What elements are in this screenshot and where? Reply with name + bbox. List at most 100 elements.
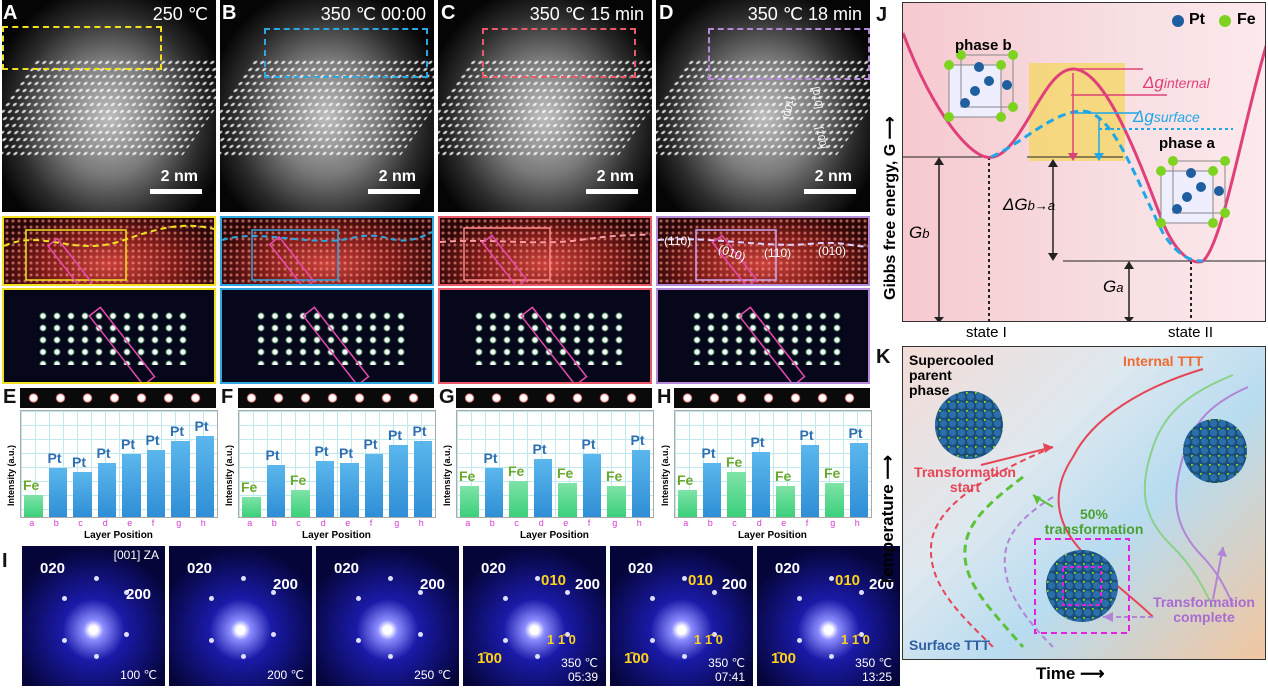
label-1-1bar-0: 1 1̄ 0: [547, 632, 576, 647]
dg-surface-label: Δgsurface: [1133, 107, 1200, 127]
panel-letter-c: C: [441, 2, 456, 24]
sim-map-a: [2, 288, 216, 384]
tick-label: c: [296, 518, 301, 528]
tick-label: h: [854, 518, 860, 528]
profile-bar: [97, 463, 116, 517]
atom-strip: [238, 388, 434, 408]
profile-bar: [413, 440, 432, 517]
peak-label: Fe: [241, 479, 258, 496]
state-2-label: state II: [1168, 324, 1214, 341]
label-010: 010: [541, 572, 567, 589]
diffraction-spot: [565, 590, 570, 595]
label-010: 010: [835, 572, 861, 589]
label-020: 020: [334, 560, 360, 577]
diffraction-spot: [209, 638, 214, 643]
label-1bar-00: 1̄00: [477, 650, 503, 667]
tick-label: a: [29, 518, 35, 528]
diffraction-spot: [388, 576, 393, 581]
tick-label: c: [78, 518, 83, 528]
time-label: 05:39: [567, 670, 598, 684]
tick-label: g: [612, 518, 618, 528]
diffraction-spot: [271, 590, 276, 595]
overlay-lines: [222, 229, 432, 284]
region-box: [2, 26, 162, 70]
state-1-label: state I: [966, 324, 1007, 341]
red-map-b: [220, 216, 434, 286]
tick-label: f: [587, 518, 591, 528]
peak-label: Pt: [194, 418, 209, 434]
label-110-b: (110): [764, 246, 792, 260]
diffraction-spot: [418, 632, 423, 637]
diffraction-spot: [829, 654, 834, 659]
dG: ΔG: [1003, 195, 1028, 214]
sim-map-b: [220, 288, 434, 384]
diffraction-spot: [62, 596, 67, 601]
tick-label: f: [805, 518, 809, 528]
tick-label: e: [127, 518, 133, 528]
peak-label: Fe: [677, 472, 694, 488]
peak-label: Pt: [47, 449, 62, 466]
diffraction-spot: [124, 632, 129, 637]
lattice-texture: [2, 59, 216, 157]
tick-label: d: [756, 518, 762, 528]
profile-bar: [849, 443, 868, 517]
surface-ttt-label: Surface TTT: [909, 637, 990, 653]
label-200: 200: [722, 576, 748, 593]
red-texture: [222, 218, 432, 284]
tick-label: d: [538, 518, 544, 528]
diffraction-spot: [712, 632, 717, 637]
scale-bar: [804, 189, 856, 194]
stem-panel-d: 350 ℃ 18 min 2 nm [001] [010] [100]: [656, 0, 870, 212]
label-020: 020: [775, 560, 801, 577]
dG-sub: b→a: [1027, 198, 1056, 213]
scale-bar: [368, 189, 420, 194]
start-label: Transformation start: [914, 464, 1016, 495]
zone-axis-label: [001] ZA: [113, 548, 159, 562]
energy-diagram: Pt Fe phase b phase a Δginternal Δgsurfa…: [902, 2, 1266, 322]
red-texture: [658, 218, 868, 284]
profile-bar: [825, 482, 844, 517]
diffraction-spot: [797, 596, 802, 601]
tick-label: e: [563, 518, 569, 528]
scale-bar: [586, 189, 638, 194]
time-label: 07:41: [714, 670, 745, 684]
tick-label: a: [683, 518, 689, 528]
diffraction-spot: [565, 632, 570, 637]
peak-label: Pt: [581, 436, 596, 452]
profile-ylabel: Intensity (a.u.): [6, 444, 16, 506]
atom-strip: [674, 388, 870, 408]
time-label: 13:25: [861, 670, 892, 684]
peak-label: Fe: [824, 464, 841, 481]
panel-letter-a: A: [3, 2, 18, 24]
tick-label: h: [636, 518, 642, 528]
temperature-label: 350 ℃: [855, 656, 892, 670]
panel-letter-b: B: [222, 2, 237, 24]
profile-plot-f: Fe Pt Fe Pt Pt Pt Pt Pt: [238, 410, 436, 518]
Gb-label: Gb: [909, 223, 929, 243]
scale-text: 2 nm: [160, 168, 198, 185]
fft-panel: 020 200 010 1 1̄ 0 1̄00 350 ℃ 05:39: [463, 546, 606, 686]
overlay-lines: [4, 224, 214, 284]
panel-title: 350 ℃ 18 min: [747, 4, 862, 24]
stem-panel-c: 350 ℃ 15 min 2 nm: [438, 0, 652, 212]
red-map-d: (110) (010) (110) (010): [656, 216, 870, 286]
fft-panel: 020 200 010 1 1̄ 0 1̄00 350 ℃ 13:25: [757, 546, 900, 686]
profile-bar: [48, 467, 67, 517]
diffraction-spot: [829, 576, 834, 581]
diffraction-spot: [356, 596, 361, 601]
tick-label: e: [781, 518, 787, 528]
tick-label: d: [320, 518, 326, 528]
diffraction-spot: [650, 638, 655, 643]
peak-label: Pt: [630, 431, 645, 448]
diffraction-spot: [682, 576, 687, 581]
peak-label: Pt: [72, 454, 86, 470]
label-010-b: (010): [818, 244, 847, 258]
label-1-1bar-0: 1 1̄ 0: [841, 632, 870, 647]
Ga-sub: a: [1116, 280, 1124, 295]
label-110-a: (110): [664, 234, 692, 248]
ttt-diagram: Supercooled parent phase Internal TTT Tr…: [902, 346, 1266, 660]
legend-fe: Fe: [1237, 11, 1256, 28]
profile-bar: [558, 482, 577, 517]
ttt-ylabel: Temperature ⟶: [878, 455, 897, 586]
atom-dots: [35, 310, 187, 366]
